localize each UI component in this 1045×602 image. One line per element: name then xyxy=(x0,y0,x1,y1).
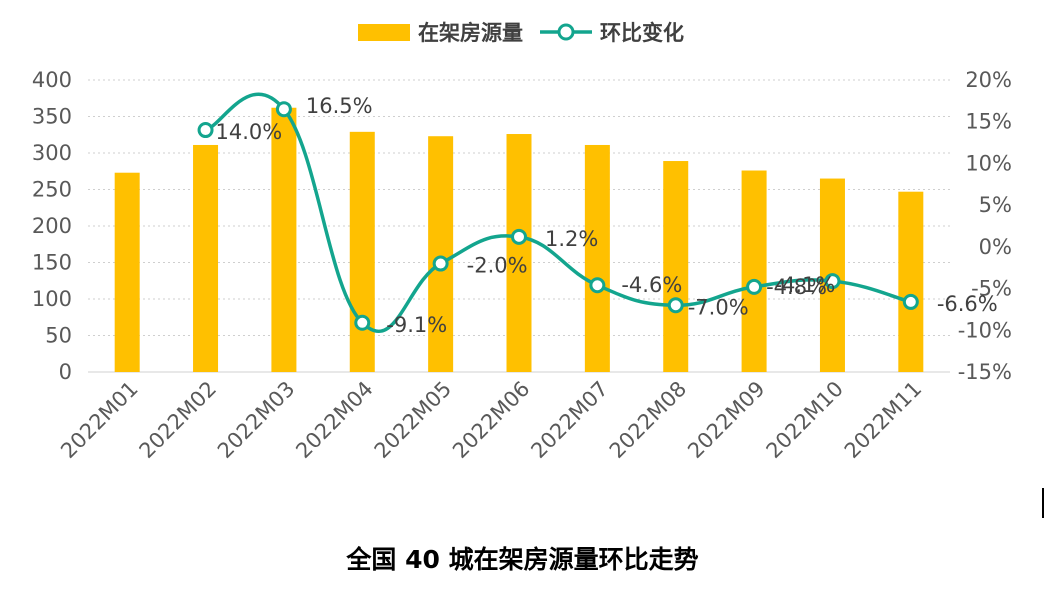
line-data-label: 16.5% xyxy=(306,94,373,118)
line-data-label: -6.6% xyxy=(937,292,998,316)
category-label: 2022M01 xyxy=(56,377,142,463)
line-point xyxy=(432,255,449,272)
category-label: 2022M03 xyxy=(213,377,299,463)
bar-series xyxy=(114,107,924,373)
bar xyxy=(193,144,219,372)
category-label: 2022M06 xyxy=(448,377,534,463)
right-tick-label: 15% xyxy=(965,110,1012,134)
legend: 在架房源量 环比变化 xyxy=(358,21,684,45)
line-data-label: -4.6% xyxy=(621,273,682,297)
line-point xyxy=(902,293,919,310)
line-data-label: -4.8% xyxy=(766,275,827,299)
category-axis: 2022M012022M022022M032022M042022M052022M… xyxy=(56,377,926,463)
category-label: 2022M08 xyxy=(605,377,691,463)
line-point xyxy=(354,314,371,331)
bar xyxy=(349,131,375,372)
line-data-label: -9.1% xyxy=(386,313,447,337)
category-label: 2022M02 xyxy=(135,377,221,463)
legend-label-line: 环比变化 xyxy=(600,21,684,45)
left-tick-label: 350 xyxy=(32,105,72,129)
left-tick-label: 0 xyxy=(59,360,72,384)
line-data-label: -4.1% xyxy=(774,273,835,297)
category-label: 2022M04 xyxy=(291,377,377,463)
legend-swatch-bar xyxy=(358,24,410,41)
right-tick-label: 5% xyxy=(979,193,1012,217)
right-tick-label: 0% xyxy=(979,235,1012,259)
line-data-label: -2.0% xyxy=(467,254,528,278)
line-series xyxy=(197,92,919,333)
line-data-label: 1.2% xyxy=(545,227,598,251)
left-tick-label: 50 xyxy=(45,324,72,348)
category-label: 2022M09 xyxy=(683,377,769,463)
category-label: 2022M11 xyxy=(840,377,926,463)
bar xyxy=(898,191,924,372)
line-point xyxy=(275,101,292,118)
line-point xyxy=(746,278,763,295)
bar xyxy=(114,172,140,372)
line-point xyxy=(197,122,214,139)
left-tick-label: 300 xyxy=(32,141,72,165)
category-label: 2022M10 xyxy=(762,377,848,463)
line-point xyxy=(511,228,527,245)
right-tick-label: -15% xyxy=(958,360,1012,384)
left-tick-label: 250 xyxy=(32,178,72,202)
right-tick-label: 20% xyxy=(965,68,1012,92)
line-point xyxy=(589,277,606,294)
edge-divider xyxy=(1042,488,1044,518)
bar xyxy=(428,136,454,372)
legend-marker-line xyxy=(557,23,575,41)
bar xyxy=(506,134,532,372)
data-labels: 14.0%16.5%-9.1%-2.0%1.2%-4.6%-7.0%-4.8%-… xyxy=(216,94,998,337)
right-tick-label: 10% xyxy=(965,151,1012,175)
category-label: 2022M07 xyxy=(526,377,612,463)
right-tick-label: -10% xyxy=(958,318,1012,342)
right-tick-label: -5% xyxy=(971,277,1012,301)
chart-caption: 全国 40 城在架房源量环比走势 xyxy=(346,545,699,574)
line-point xyxy=(667,297,684,314)
legend-label-bar: 在架房源量 xyxy=(418,21,523,45)
left-tick-label: 200 xyxy=(32,214,72,238)
line-point xyxy=(824,273,841,290)
left-tick-label: 400 xyxy=(32,68,72,92)
left-tick-label: 100 xyxy=(32,287,72,311)
bar xyxy=(663,161,689,372)
bar xyxy=(271,107,297,373)
left-tick-label: 150 xyxy=(32,251,72,275)
category-label: 2022M05 xyxy=(370,377,456,463)
bar xyxy=(584,144,610,372)
bar xyxy=(741,170,767,372)
right-axis: -15% -10% -5% 0% 5% 10% 15% 20% xyxy=(958,68,1012,384)
chart: 0 50 100 150 200 250 300 350 400 -15% -10% -5% 0% 5%… xyxy=(32,21,1012,463)
line-data-label: 14.0% xyxy=(216,120,283,144)
line-data-label: -7.0% xyxy=(688,295,749,319)
left-axis: 0 50 100 150 200 250 300 350 400 xyxy=(32,68,72,384)
